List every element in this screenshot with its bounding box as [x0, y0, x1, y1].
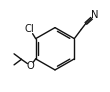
Text: N: N: [91, 10, 99, 20]
Text: Cl: Cl: [25, 24, 35, 34]
Text: O: O: [27, 61, 35, 71]
